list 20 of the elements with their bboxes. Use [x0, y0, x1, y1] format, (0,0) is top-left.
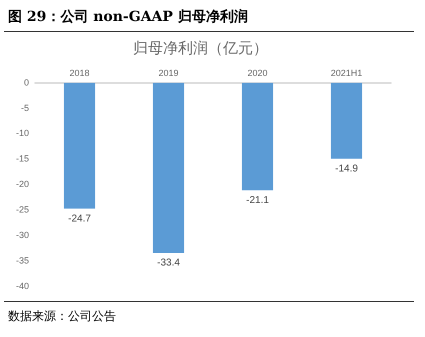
chart-subtitle: 归母净利润（亿元）: [133, 38, 268, 57]
data-label: -21.1: [246, 195, 270, 206]
y-tick-label: -25: [16, 204, 30, 215]
x-tick-label: 2019: [158, 68, 179, 78]
y-tick-label: -15: [16, 154, 30, 164]
chart-title: 图 29：公司 non-GAAP 归母净利润: [8, 8, 248, 26]
x-tick-label: 2021H1: [330, 68, 362, 78]
y-tick-label: -40: [16, 281, 30, 292]
data-label: -24.7: [68, 213, 92, 224]
data-label: -33.4: [157, 258, 180, 269]
y-tick-label: -30: [16, 230, 30, 240]
data-label: -14.9: [335, 163, 358, 174]
y-tick-label: -35: [16, 256, 30, 266]
source-note: 数据来源：公司公告: [8, 308, 116, 325]
y-tick-label: -10: [16, 128, 30, 138]
y-tick-label: -20: [16, 179, 30, 190]
x-tick-label: 2020: [247, 68, 268, 78]
y-tick-label: -5: [20, 102, 30, 113]
y-tick-label: 0: [24, 77, 30, 88]
x-tick-label: 2018: [69, 68, 90, 78]
